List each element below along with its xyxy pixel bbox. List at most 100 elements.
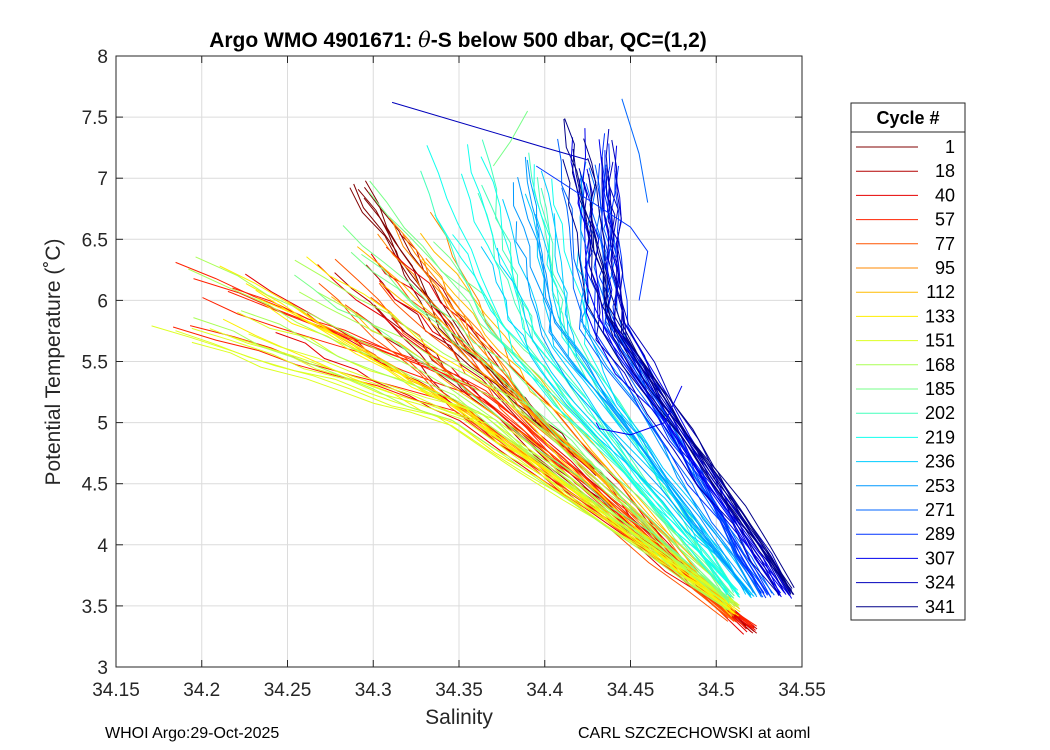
profile-line-cycle-236 [524, 193, 755, 597]
profile-line-cycle-185 [350, 251, 730, 601]
profile-line-cycle-219 [480, 156, 729, 593]
profile-line-cycle-324 [578, 168, 781, 596]
y-tick-label: 3.5 [82, 597, 108, 618]
legend-label-cycle-57: 57 [935, 210, 955, 230]
chart-title: Argo WMO 4901671: θ-S below 500 dbar, QC… [209, 28, 707, 52]
legend-title: Cycle # [876, 108, 939, 128]
y-axis-label: Potential Temperature (˚C) [42, 238, 65, 485]
legend-label-cycle-95: 95 [935, 258, 955, 278]
y-tick-label: 6.5 [82, 230, 108, 251]
profile-line-cycle-253 [526, 159, 756, 595]
footer-credit: WHOI Argo:29-Oct-2025 [105, 725, 280, 742]
y-tick-label: 6 [97, 291, 108, 312]
profile-line-cycle-236 [576, 249, 757, 596]
legend-label-cycle-341: 341 [925, 597, 955, 617]
profile-line-cycle-185 [368, 191, 735, 599]
profile-line-cycle-151 [191, 327, 730, 602]
profile-line-cycle-324 [607, 171, 790, 596]
title-theta: θ [418, 28, 431, 52]
profile-line-cycle-40 [275, 332, 756, 631]
profile-line-cycle-341 [564, 118, 795, 588]
profile-line-cycle-324 [605, 128, 780, 596]
title-suffix: -S below 500 dbar, QC=(1,2) [431, 29, 707, 52]
profile-line-cycle-341 [583, 138, 789, 587]
legend: Cycle # 1 18 40 57 77 95 112 133 151 168 185 202 219… [850, 102, 966, 621]
y-tick-label: 5.5 [82, 353, 108, 374]
profile-line-cycle-219 [426, 145, 739, 595]
x-tick-label: 34.2 [183, 680, 220, 701]
legend-label-cycle-168: 168 [925, 355, 955, 375]
profile-line-cycle-112 [380, 282, 730, 607]
x-tick-label: 34.15 [92, 680, 140, 701]
y-tick-label: 7 [97, 169, 108, 190]
profile-line-cycle-185 [433, 241, 730, 604]
legend-label-cycle-289: 289 [925, 524, 955, 544]
legend-label-cycle-236: 236 [925, 452, 955, 472]
profile-line-cycle-168 [195, 256, 728, 610]
legend-label-cycle-77: 77 [935, 234, 955, 254]
y-tick-label: 7.5 [82, 108, 108, 129]
title-prefix: Argo WMO 4901671: [209, 29, 418, 52]
profile-line-cycle-185 [369, 180, 735, 596]
profile-line-cycle-236 [553, 213, 752, 599]
profile-line-cycle-40 [385, 246, 747, 630]
profile-line-cycle-307 [598, 139, 793, 599]
profile-line-cycle-253 [512, 182, 752, 596]
profile-line-cycle-112 [421, 258, 740, 610]
profile-outlier-line [391, 101, 588, 161]
profile-line-cycle-151 [227, 334, 732, 611]
profile-outlier-line [492, 110, 529, 167]
x-tick-label: 34.45 [607, 680, 655, 701]
profile-outlier-line [535, 165, 649, 301]
profile-line-cycle-307 [570, 137, 782, 598]
x-tick-label: 34.3 [355, 680, 392, 701]
x-tick-label: 34.55 [778, 680, 826, 701]
x-tick-label: 34.25 [264, 680, 312, 701]
legend-label-cycle-18: 18 [935, 161, 955, 181]
footer-author: CARL SZCZECHOWSKI at aoml [578, 725, 811, 742]
profile-line-cycle-271 [561, 187, 771, 597]
legend-label-cycle-253: 253 [925, 476, 955, 496]
y-tick-label: 4 [97, 536, 108, 557]
profile-line-cycle-253 [579, 171, 758, 598]
profile-line-cycle-219 [460, 173, 732, 598]
y-tick-label: 8 [97, 47, 108, 68]
x-tick-label: 34.5 [698, 680, 735, 701]
y-tick-label: 3 [97, 658, 108, 679]
legend-label-cycle-151: 151 [925, 331, 955, 351]
legend-label-cycle-112: 112 [926, 282, 955, 302]
legend-label-cycle-40: 40 [935, 185, 955, 205]
profile-line-cycle-253 [517, 176, 745, 591]
profile-line-cycle-202 [420, 170, 736, 591]
legend-label-cycle-202: 202 [925, 403, 955, 423]
x-tick-label: 34.4 [526, 680, 563, 701]
profile-line-cycle-168 [188, 268, 739, 608]
y-tick-label: 5 [97, 414, 108, 435]
profile-outlier-line [595, 385, 683, 436]
profile-line-cycle-236 [496, 247, 754, 597]
x-axis-label: Salinity [425, 706, 493, 729]
profile-line-cycle-324 [608, 161, 792, 594]
profile-line-cycle-219 [434, 214, 739, 591]
profile-line-cycle-324 [611, 139, 792, 592]
profile-line-cycle-185 [294, 274, 730, 599]
x-axis-ticks: 34.15 34.2 34.25 34.3 34.35 34.4 34.45 34.5 34.5… [92, 56, 826, 701]
legend-label-cycle-271: 271 [925, 500, 955, 520]
profile-line-cycle-219 [467, 144, 737, 590]
profile-line-cycle-133 [219, 265, 739, 617]
profile-line-cycle-253 [524, 156, 748, 590]
legend-items: 1 18 40 57 77 95 112 133 151 168 185 202 219 236 253 27… [856, 137, 955, 617]
profile-line-cycle-341 [562, 159, 793, 591]
profile-lines [151, 98, 795, 635]
legend-label-cycle-185: 185 [925, 379, 955, 399]
profile-line-cycle-236 [502, 199, 751, 598]
x-tick-label: 34.35 [435, 680, 483, 701]
profile-outlier-line [621, 98, 649, 203]
profile-line-cycle-151 [191, 341, 733, 603]
legend-label-cycle-219: 219 [925, 427, 955, 447]
y-axis-ticks: 3 3.5 4 4.5 5 5.5 6 6.5 7 7.5 8 [82, 47, 802, 679]
profile-line-cycle-236 [480, 246, 752, 596]
profile-line-cycle-168 [193, 317, 729, 611]
profile-line-cycle-271 [602, 164, 764, 598]
